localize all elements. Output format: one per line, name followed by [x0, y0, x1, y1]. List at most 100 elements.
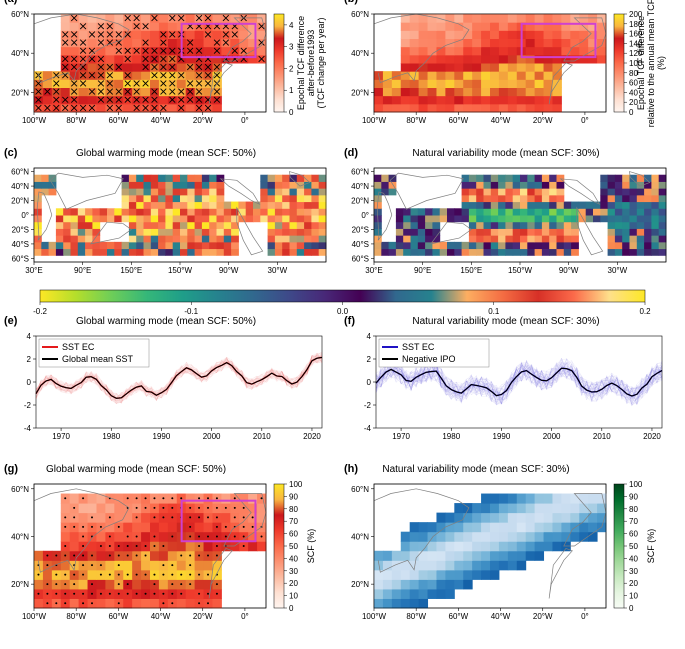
svg-text:-4: -4 [364, 424, 372, 433]
svg-text:(c): (c) [4, 147, 18, 159]
svg-text:0.2: 0.2 [639, 307, 651, 316]
svg-text:150°W: 150°W [508, 266, 533, 275]
svg-text:(%): (%) [656, 56, 666, 70]
svg-text:40°W: 40°W [491, 116, 511, 125]
svg-text:80: 80 [629, 505, 638, 514]
svg-text:60: 60 [629, 530, 638, 539]
figure: (a)100°W80°W60°W40°W20°W0°20°N40°N60°N01… [0, 0, 685, 644]
svg-text:100°W: 100°W [22, 612, 47, 621]
svg-text:60°N: 60°N [351, 485, 369, 494]
svg-text:40°W: 40°W [151, 612, 171, 621]
svg-text:Epochal TCF difference: Epochal TCF difference [296, 16, 306, 110]
svg-text:20°N: 20°N [11, 197, 29, 206]
svg-text:20°S: 20°S [12, 225, 29, 234]
svg-text:0°: 0° [241, 116, 249, 125]
svg-text:0°: 0° [581, 612, 589, 621]
svg-text:20°W: 20°W [533, 116, 553, 125]
panel-e: Global warming mode (mean SCF: 50%) (e) 19… [4, 315, 322, 441]
svg-text:2000: 2000 [543, 432, 561, 441]
svg-text:100: 100 [289, 480, 303, 489]
svg-text:10: 10 [629, 592, 638, 601]
svg-text:20°N: 20°N [11, 88, 29, 97]
svg-text:0°: 0° [361, 211, 369, 220]
svg-text:20°N: 20°N [351, 197, 369, 206]
svg-text:40°N: 40°N [11, 182, 29, 191]
svg-text:Epochal TCF difference: Epochal TCF difference [636, 16, 646, 110]
svg-text:60°N: 60°N [351, 10, 369, 19]
svg-text:40: 40 [629, 554, 638, 563]
svg-text:1: 1 [289, 86, 294, 95]
svg-text:30: 30 [289, 567, 298, 576]
svg-text:after-before1993: after-before1993 [306, 30, 316, 97]
svg-text:40°W: 40°W [151, 116, 171, 125]
svg-text:60°W: 60°W [109, 612, 129, 621]
svg-text:40°W: 40°W [491, 612, 511, 621]
svg-text:1990: 1990 [493, 432, 511, 441]
panel-c: Global warming mode (mean SCF: 50%)(c)30… [4, 147, 327, 275]
svg-text:150°W: 150°W [168, 266, 193, 275]
svg-text:100: 100 [629, 480, 643, 489]
svg-text:Natural variability mode (mean: Natural variability mode (mean SCF: 30%) [412, 148, 599, 159]
svg-text:2: 2 [367, 355, 372, 364]
svg-text:90°E: 90°E [74, 266, 91, 275]
svg-text:Natural variability mode (mean: Natural variability mode (mean SCF: 30%) [412, 316, 599, 327]
svg-text:20°S: 20°S [352, 225, 369, 234]
svg-text:60°N: 60°N [11, 485, 29, 494]
svg-text:80°W: 80°W [406, 116, 426, 125]
svg-text:20°N: 20°N [351, 88, 369, 97]
svg-text:-2: -2 [24, 401, 32, 410]
svg-text:20: 20 [289, 579, 298, 588]
svg-text:1970: 1970 [52, 432, 70, 441]
svg-text:60°W: 60°W [449, 612, 469, 621]
svg-text:(d): (d) [344, 147, 358, 159]
svg-text:Natural variability mode (mean: Natural variability mode (mean SCF: 30%) [382, 464, 569, 475]
svg-text:Global mean SST: Global mean SST [62, 354, 134, 364]
svg-text:90: 90 [629, 492, 638, 501]
svg-text:40°N: 40°N [351, 49, 369, 58]
svg-text:0: 0 [367, 378, 372, 387]
svg-text:20°W: 20°W [193, 116, 213, 125]
panel-h: Natural variability mode (mean SCF: 30%)… [344, 463, 656, 621]
svg-text:40°S: 40°S [12, 240, 29, 249]
svg-text:Global warming mode (mean SCF:: Global warming mode (mean SCF: 50%) [46, 464, 226, 475]
svg-text:0: 0 [289, 604, 294, 613]
svg-text:150°E: 150°E [460, 266, 482, 275]
panel-b: (b)100°W80°W60°W40°W20°W0°20°N40°N60°N02… [344, 0, 666, 127]
svg-text:Global warming mode (mean SCF:: Global warming mode (mean SCF: 50%) [76, 316, 256, 327]
svg-text:20: 20 [629, 579, 638, 588]
svg-text:-0.1: -0.1 [184, 307, 198, 316]
svg-text:80°W: 80°W [66, 116, 86, 125]
svg-text:20°N: 20°N [351, 580, 369, 589]
svg-text:(f): (f) [344, 315, 355, 327]
svg-text:2010: 2010 [253, 432, 271, 441]
svg-text:1980: 1980 [102, 432, 120, 441]
panel-f: Natural variability mode (mean SCF: 30%)… [344, 315, 662, 441]
svg-text:1980: 1980 [442, 432, 460, 441]
svg-text:40°N: 40°N [11, 532, 29, 541]
svg-text:30°E: 30°E [25, 266, 42, 275]
svg-text:150°E: 150°E [120, 266, 142, 275]
svg-text:(e): (e) [4, 315, 18, 327]
shared-colorbar: -0.2-0.10.00.10.2 [33, 290, 651, 316]
svg-text:2010: 2010 [593, 432, 611, 441]
svg-text:30: 30 [629, 567, 638, 576]
svg-text:80°W: 80°W [406, 612, 426, 621]
svg-text:SST EC: SST EC [62, 342, 95, 352]
svg-text:0°: 0° [241, 612, 249, 621]
svg-text:-4: -4 [24, 424, 32, 433]
svg-text:100°W: 100°W [22, 116, 47, 125]
svg-text:-0.2: -0.2 [33, 307, 47, 316]
svg-text:1990: 1990 [153, 432, 171, 441]
svg-text:60°W: 60°W [109, 116, 129, 125]
svg-text:60°S: 60°S [352, 254, 369, 263]
svg-text:50: 50 [289, 542, 298, 551]
svg-text:100°W: 100°W [362, 116, 387, 125]
svg-text:60°W: 60°W [449, 116, 469, 125]
svg-text:1970: 1970 [392, 432, 410, 441]
svg-text:40°S: 40°S [352, 240, 369, 249]
svg-text:2020: 2020 [303, 432, 321, 441]
figure-svg: (a)100°W80°W60°W40°W20°W0°20°N40°N60°N01… [0, 0, 685, 644]
svg-text:90°W: 90°W [219, 266, 239, 275]
svg-text:20°N: 20°N [11, 580, 29, 589]
panel-g: Global warming mode (mean SCF: 50%)(g)10… [4, 463, 316, 621]
